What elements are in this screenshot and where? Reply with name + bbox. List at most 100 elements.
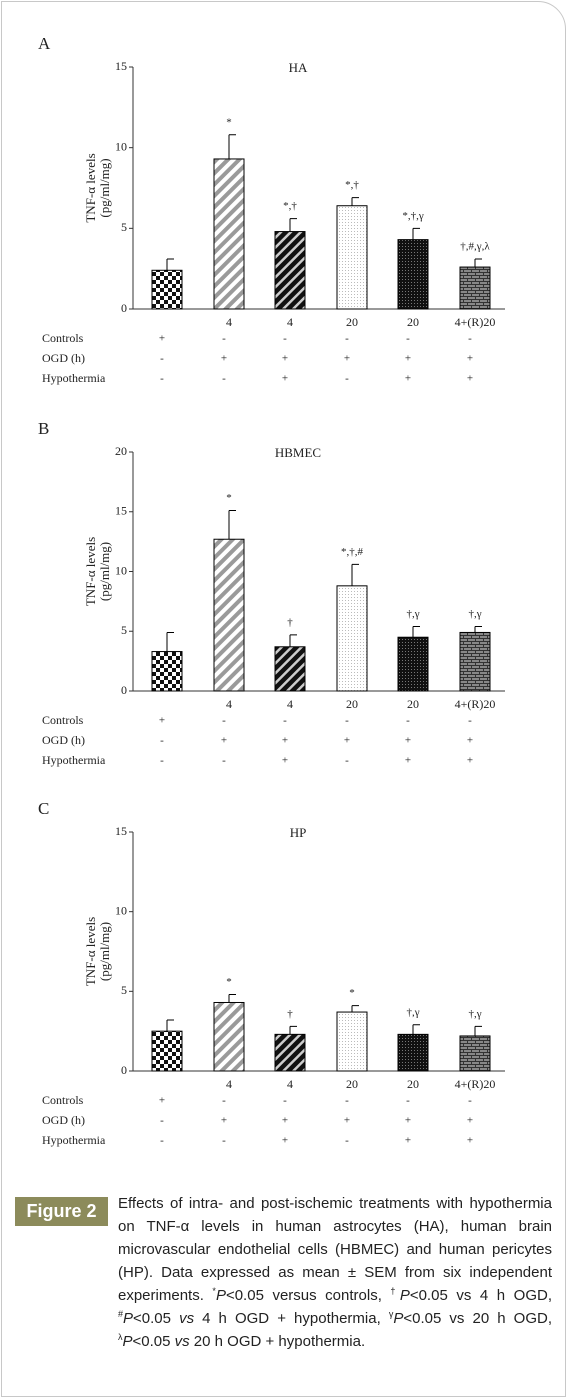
y-tick-label: 5 — [121, 623, 127, 637]
significance-label: * — [226, 116, 232, 128]
row-value: + — [344, 735, 350, 747]
caption-symbol: γ — [388, 1309, 394, 1319]
caption-symbol: # — [118, 1309, 124, 1319]
x-tick-label: 20 — [407, 697, 419, 711]
row-label: Hypothermia — [42, 1133, 106, 1147]
error-bar — [289, 1025, 297, 1035]
significance-label: † — [287, 1008, 293, 1020]
panel-label: C — [38, 799, 49, 818]
x-tick-label: 20 — [346, 315, 358, 329]
row-value: - — [468, 1095, 472, 1107]
row-value: + — [221, 1115, 227, 1127]
row-value: - — [160, 373, 164, 385]
bar — [459, 1035, 491, 1072]
x-tick-label: 4 — [226, 315, 232, 329]
y-tick-label: 20 — [115, 444, 127, 458]
error-bar — [474, 625, 482, 633]
x-tick-label: 4+(R)20 — [455, 697, 496, 711]
caption-text: <0.05 — [133, 1310, 180, 1327]
bar — [397, 1033, 429, 1072]
y-axis-label: TNF-α levels — [83, 917, 98, 986]
panel-label: B — [38, 419, 49, 438]
y-tick-label: 0 — [121, 301, 127, 315]
y-axis-label: (pg/ml/mg) — [97, 158, 112, 217]
y-axis-label: (pg/ml/mg) — [97, 922, 112, 981]
row-value: + — [159, 1095, 165, 1107]
row-value: + — [221, 735, 227, 747]
row-value: - — [468, 715, 472, 727]
row-value: - — [222, 715, 226, 727]
bar — [397, 239, 429, 310]
caption-text: vs — [174, 1333, 190, 1350]
row-label: Controls — [42, 1093, 84, 1107]
significance-label: †,γ — [406, 608, 419, 620]
significance-label: †,γ — [468, 608, 481, 620]
row-value: + — [221, 353, 227, 365]
y-axis-label: TNF-α levels — [83, 537, 98, 606]
significance-label: *,†,γ — [402, 210, 424, 222]
row-label: Controls — [42, 331, 84, 345]
significance-label: * — [226, 976, 232, 988]
caption-text: P — [123, 1310, 134, 1327]
y-tick-label: 0 — [121, 683, 127, 697]
row-value: + — [405, 373, 411, 385]
significance-label: †,γ — [406, 1006, 419, 1018]
row-value: + — [467, 1115, 473, 1127]
caption-text: <0.05 vs 20 h OGD, — [403, 1310, 552, 1327]
y-tick-label: 15 — [115, 59, 127, 73]
y-tick-label: 5 — [121, 983, 127, 997]
error-bar — [228, 134, 236, 159]
error-bar — [289, 218, 297, 232]
caption-text: 4 h OGD + hypothermia, — [194, 1310, 389, 1327]
y-axis-label: TNF-α levels — [83, 153, 98, 222]
row-value: + — [344, 1115, 350, 1127]
row-value: + — [405, 735, 411, 747]
caption-text: vs — [179, 1310, 195, 1327]
x-tick-label: 20 — [407, 1077, 419, 1091]
row-value: - — [406, 1095, 410, 1107]
caption-text: P — [122, 1333, 133, 1350]
significance-label: *,†,# — [341, 546, 364, 558]
row-value: + — [159, 333, 165, 345]
x-tick-label: 4 — [226, 1077, 232, 1091]
row-value: - — [222, 1095, 226, 1107]
row-value: + — [282, 373, 288, 385]
row-label: OGD (h) — [42, 1113, 85, 1127]
row-value: + — [467, 1135, 473, 1147]
row-value: - — [345, 755, 349, 767]
row-value: - — [160, 353, 164, 365]
bar — [151, 269, 183, 310]
error-bar — [166, 631, 174, 652]
row-label: Hypothermia — [42, 371, 106, 385]
row-value: + — [405, 353, 411, 365]
row-value: + — [467, 755, 473, 767]
caption-symbol: † — [390, 1286, 400, 1296]
y-tick-label: 10 — [115, 139, 127, 153]
significance-label: † — [287, 616, 293, 628]
significance-label: * — [349, 987, 355, 999]
x-tick-label: 4 — [226, 697, 232, 711]
row-value: - — [345, 1095, 349, 1107]
significance-label: †,γ — [468, 1008, 481, 1020]
row-value: + — [467, 353, 473, 365]
row-value: - — [160, 735, 164, 747]
x-tick-label: 20 — [346, 1077, 358, 1091]
bar — [213, 158, 245, 310]
x-tick-label: 4 — [287, 697, 293, 711]
row-value: - — [160, 755, 164, 767]
bar — [459, 266, 491, 310]
row-value: - — [283, 333, 287, 345]
bar — [151, 1030, 183, 1072]
bar — [274, 1033, 306, 1072]
row-value: - — [345, 715, 349, 727]
row-value: - — [222, 1135, 226, 1147]
error-bar — [289, 634, 297, 647]
significance-label: *,† — [345, 179, 359, 191]
caption-text: <0.05 — [132, 1333, 175, 1350]
error-bar — [166, 258, 174, 271]
bar — [336, 205, 368, 310]
error-bar — [166, 1019, 174, 1032]
y-tick-label: 15 — [115, 824, 127, 838]
